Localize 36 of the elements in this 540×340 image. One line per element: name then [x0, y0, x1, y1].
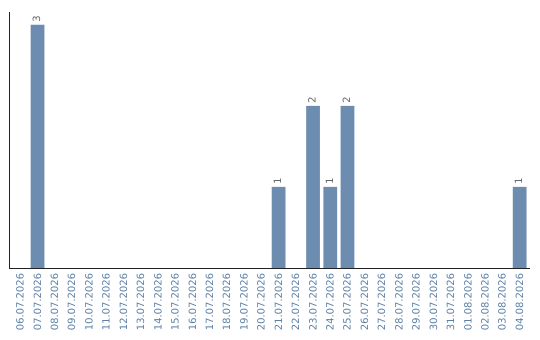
- x-tick-label: 30.07.2026: [428, 273, 440, 330]
- x-tick-label: 15.07.2026: [170, 273, 182, 330]
- x-tick-label: 21.07.2026: [274, 273, 285, 330]
- x-tick-label: 13.07.2026: [136, 273, 148, 330]
- x-tick-label: 25.07.2026: [342, 273, 354, 330]
- x-tick-label: 24.07.2026: [326, 273, 337, 330]
- data-label: 1: [324, 178, 336, 184]
- data-label: 2: [308, 96, 319, 103]
- x-tick-label: 12.07.2026: [118, 273, 130, 330]
- x-tick-label: 31.07.2026: [446, 273, 458, 330]
- data-label: 2: [342, 96, 353, 103]
- x-tick-label: 07.07.2026: [32, 273, 44, 330]
- x-tick-label: 23.07.2026: [308, 273, 320, 330]
- x-tick-label: 22.07.2026: [291, 273, 302, 330]
- x-tick-label: 20.07.2026: [256, 273, 268, 330]
- x-tick-label: 14.07.2026: [153, 273, 164, 330]
- x-tick-label: 01.08.2026: [463, 273, 474, 330]
- x-tick-label: 06.07.2026: [16, 273, 27, 330]
- x-tick-label: 09.07.2026: [67, 273, 78, 330]
- x-tick-label: 18.07.2026: [222, 273, 234, 330]
- x-tick-label: 10.07.2026: [84, 273, 96, 330]
- x-tick-label: 04.08.2026: [514, 273, 526, 330]
- data-label: 1: [273, 178, 284, 184]
- x-tick-label: 03.08.2026: [498, 273, 509, 330]
- x-tick-label: 16.07.2026: [188, 273, 199, 330]
- x-tick-label: 26.07.2026: [360, 273, 371, 330]
- x-tick-label: 28.07.2026: [394, 273, 406, 330]
- data-label: 3: [32, 15, 44, 22]
- x-tick-label: 19.07.2026: [239, 273, 250, 330]
- x-tick-label: 08.07.2026: [50, 273, 62, 330]
- data-label: 1: [514, 178, 526, 184]
- x-tick-label: 17.07.2026: [204, 273, 216, 330]
- x-tick-label: 27.07.2026: [377, 273, 388, 330]
- x-tick-label: 29.07.2026: [412, 273, 423, 330]
- x-tick-label: 11.07.2026: [102, 273, 113, 330]
- x-tick-label: 02.08.2026: [480, 273, 492, 330]
